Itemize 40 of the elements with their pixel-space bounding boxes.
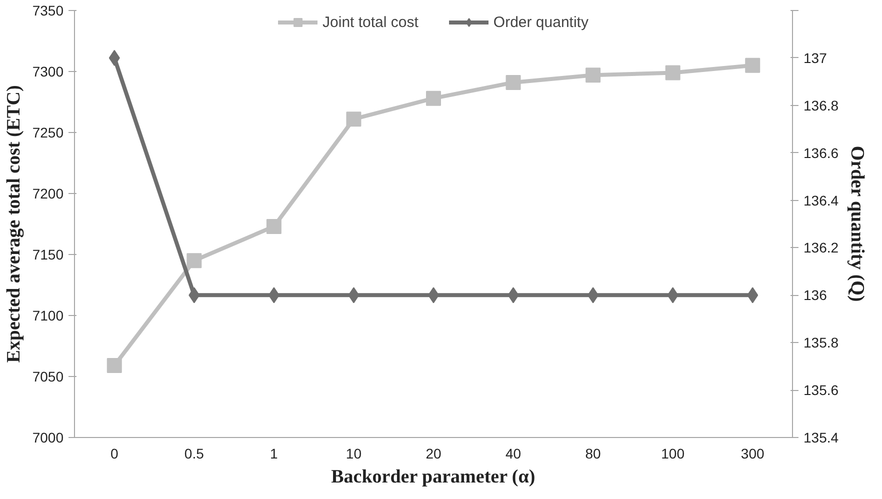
point [106,358,122,374]
y-tick-label: 7200 [32,186,64,202]
y2-tick-label: 137 [804,50,828,66]
legend-label: Order quantity [493,14,588,30]
point [506,74,521,90]
y2-tick-label: 136.6 [804,144,839,161]
y-tick-label: 7050 [32,368,64,384]
x-tick-label: 40 [505,446,522,462]
y2-tick-label: 135.6 [804,382,839,398]
x-tick-label: 100 [661,446,685,462]
point [346,112,362,127]
point [665,65,680,80]
y2-axis-title: Order quantity (Q) [846,146,868,302]
y2-tick-label: 136.4 [804,192,839,208]
y-tick-label: 7300 [32,64,64,80]
x-tick-label: 80 [585,446,602,462]
y-axis-title: Expected average total cost (ETC) [3,85,24,363]
y2-tick-label: 136.8 [804,97,839,114]
y2-tick-label: 136 [804,287,828,304]
x-tick-label: 300 [740,446,765,462]
y2-tick-label: 135.4 [804,430,839,446]
x-tick-label: 0.5 [184,446,204,462]
x-tick-label: 10 [346,446,362,462]
point [586,68,601,83]
y2-tick-label: 135.8 [804,334,839,351]
x-tick-label: 1 [270,446,278,462]
x-tick-label: 20 [426,446,442,462]
y2-tick-label: 136.2 [804,240,839,256]
point [745,58,760,73]
point [186,253,202,268]
y-tick-label: 7000 [32,430,64,446]
legend-label: Joint total cost [322,14,418,30]
point [426,90,441,106]
y-tick-label: 7150 [32,246,64,262]
y-tick-label: 7100 [32,308,64,324]
y-tick-label: 7250 [32,124,64,140]
point [266,218,282,234]
y-tick-label: 7350 [32,2,64,18]
x-tick-label: 0 [110,446,118,462]
x-axis-title: Backorder parameter (α) [331,466,536,488]
